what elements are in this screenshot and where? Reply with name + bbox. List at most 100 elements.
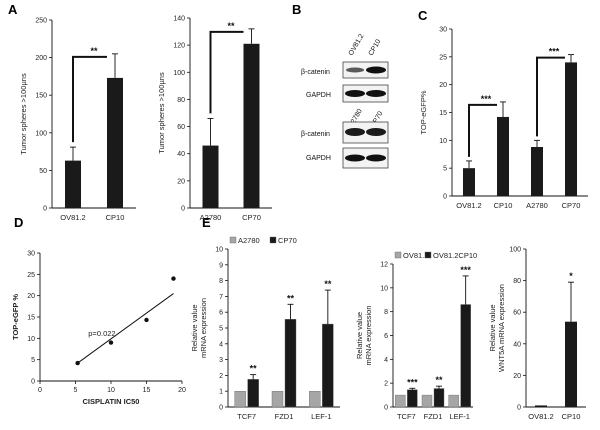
- y-tick-label: 10: [439, 138, 447, 145]
- panel-letter-d: D: [14, 215, 23, 230]
- bar: [107, 77, 123, 209]
- bar: [497, 116, 509, 196]
- x-tick-label: TCF7: [397, 412, 416, 421]
- bar: [535, 405, 547, 407]
- x-tick-label: CP10: [106, 213, 125, 222]
- y-tick-label: 25: [27, 272, 35, 279]
- y-axis-label: TOP-eGFP%: [419, 90, 428, 134]
- chart-a2: 0 20 40 60 80 100 120 140 Tumor spheres >100µns A…: [157, 16, 272, 222]
- y-tick-label: 20: [513, 373, 521, 380]
- y-tick-label: 150: [35, 93, 47, 100]
- legend-swatch: [394, 251, 402, 259]
- bar: [243, 43, 260, 209]
- y-tick-label: 8: [384, 309, 388, 316]
- y-axis-label: Relative value: [355, 312, 364, 359]
- trendline: [77, 293, 174, 364]
- blot-strip: [342, 84, 389, 103]
- y-tick-label: 40: [513, 341, 521, 348]
- y-axis-label: WNT5A mRNA expression: [497, 284, 506, 372]
- blot-strip: [342, 147, 389, 169]
- bar: [395, 394, 406, 408]
- legend-label: CP70: [278, 236, 297, 245]
- y-tick-label: 80: [513, 278, 521, 285]
- annotation-pvalue: p=0.022: [88, 329, 115, 338]
- bar: [407, 389, 418, 408]
- blot-row-label: β-catenin: [301, 69, 330, 76]
- blot-band: [366, 128, 386, 136]
- panel-letter-a: A: [8, 2, 18, 17]
- bar: [433, 388, 445, 408]
- bar: [234, 391, 246, 408]
- y-axis-label: Relative value: [190, 304, 199, 351]
- panel-letter-b: B: [292, 2, 301, 17]
- x-tick-label: CP10: [562, 412, 581, 421]
- x-tick-label: A2780: [200, 213, 222, 222]
- y-tick-label: 100: [509, 247, 521, 254]
- blot-row-label: GAPDH: [306, 92, 331, 99]
- blot-band: [345, 128, 365, 136]
- y-tick-label: 140: [173, 16, 185, 23]
- y-tick-label: 6: [384, 333, 388, 340]
- significance-bracket: [468, 103, 497, 157]
- y-tick-label: 9: [219, 262, 223, 269]
- y-tick-label: 10: [215, 247, 223, 254]
- y-tick-label: 6: [219, 310, 223, 317]
- bar: [531, 147, 543, 196]
- data-point: [171, 276, 176, 281]
- significance-label: **: [90, 46, 98, 56]
- panel-letter-c: C: [418, 8, 428, 23]
- y-tick-label: 100: [173, 70, 185, 77]
- x-tick-label: 0: [38, 387, 42, 394]
- y-tick-label: 0: [517, 405, 521, 412]
- bar: [565, 321, 577, 407]
- y-tick-label: 15: [27, 315, 35, 322]
- western-blot: OV81.2 CP10 β-catenin GAPDH A2780 CP70 β…: [301, 33, 389, 169]
- significance-label: **: [227, 21, 235, 31]
- data-point: [75, 360, 80, 366]
- y-tick-label: 2: [219, 373, 223, 380]
- blot-band: [346, 67, 364, 73]
- significance-label: **: [250, 364, 258, 374]
- blot-band: [366, 90, 386, 97]
- significance-label: ***: [481, 94, 492, 104]
- y-axis-label: mRNA expression: [199, 298, 208, 358]
- significance-bracket: [536, 56, 565, 137]
- blot-lane-label: OV81.2: [348, 33, 366, 57]
- y-tick-label: 0: [31, 379, 35, 386]
- significance-label: ***: [549, 47, 560, 57]
- chart-c: 0 5 10 15 20 25 30 TOP-eGFP% OV81.2 CP10 A2780 CP70…: [419, 27, 588, 210]
- x-tick-label: TCF7: [237, 412, 256, 421]
- x-tick-label: 15: [143, 387, 151, 394]
- legend-label: A2780: [238, 236, 260, 245]
- y-tick-label: 10: [380, 285, 388, 292]
- y-tick-label: 5: [219, 326, 223, 333]
- y-tick-label: 1: [219, 389, 223, 396]
- x-tick-label: OV81.2: [60, 213, 85, 222]
- y-tick-label: 80: [177, 97, 185, 104]
- bar: [202, 145, 219, 208]
- x-tick-label: 20: [178, 387, 186, 394]
- y-axis-label: mRNA expression: [364, 305, 373, 365]
- legend-label: OV81.2: [403, 251, 428, 260]
- y-tick-label: 5: [443, 166, 447, 173]
- significance-label: **: [287, 293, 295, 303]
- y-tick-label: 250: [35, 18, 47, 25]
- panel-letter-e: E: [202, 215, 211, 230]
- significance-label: *: [569, 271, 573, 281]
- y-tick-label: 200: [35, 55, 47, 62]
- chart-a1: 0 50 100 150 200 250 Tumor spheres >100µns OV81…: [19, 18, 136, 222]
- y-axis-label: Relative value: [488, 304, 497, 351]
- significance-bracket: [72, 55, 107, 143]
- y-tick-label: 7: [219, 294, 223, 301]
- blot-band: [366, 154, 386, 162]
- bar: [247, 379, 259, 408]
- legend-label: OV81.2CP10: [433, 251, 477, 260]
- y-tick-label: 4: [219, 341, 223, 348]
- blot-band: [345, 154, 365, 162]
- y-tick-label: 20: [439, 82, 447, 89]
- y-tick-label: 50: [39, 168, 47, 175]
- chart-e1: 0 1 2 3 4 5 6 7 8 9 10 Relative value mRNA expressio…: [190, 236, 340, 421]
- x-tick-label: CP70: [242, 213, 261, 222]
- bar: [322, 323, 334, 408]
